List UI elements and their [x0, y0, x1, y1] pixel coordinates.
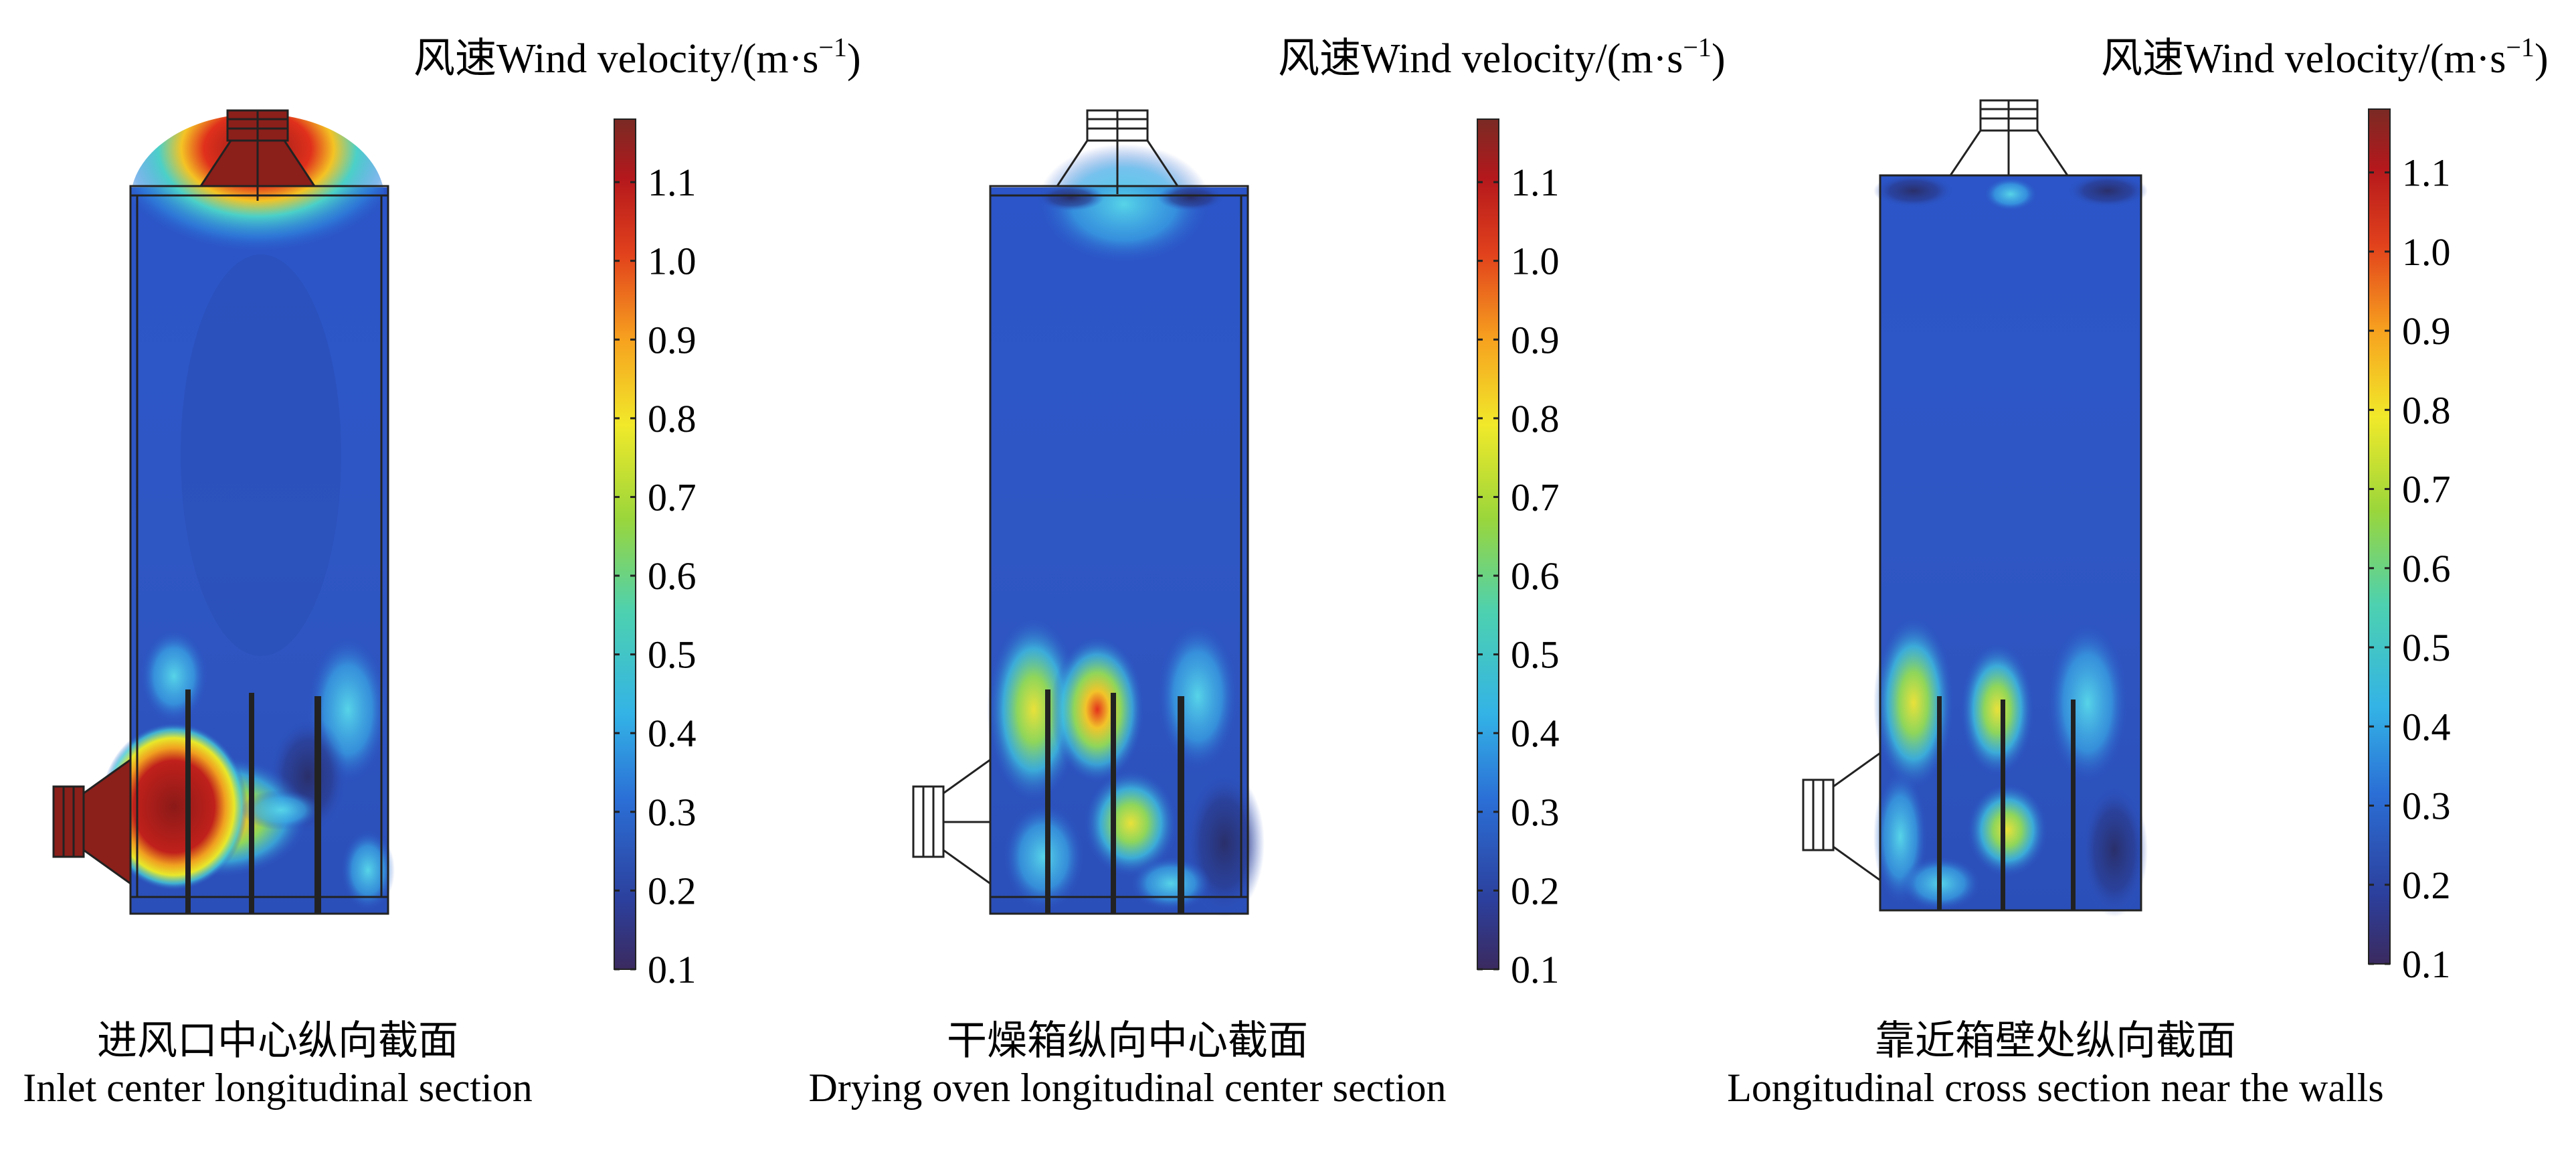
colorbar-2-tick-label: 1.0: [1511, 240, 1560, 283]
colorbar-1-gradient: [614, 118, 636, 970]
colorbar-3-gradient: [2368, 108, 2391, 965]
side-inlet-2: [912, 758, 992, 886]
colorbar-1-tick-label: 0.3: [648, 791, 697, 834]
colorbar-3-tick-label: 0.2: [2402, 863, 2451, 907]
colorbar-1-tick-label: 1.1: [648, 161, 697, 204]
colorbar-1-title: 风速Wind velocity/(m·s−1): [413, 32, 861, 82]
colorbar-1-tick-label: 0.9: [648, 318, 697, 361]
panel-3: 1.1 1.0 0.9 0.8 0.7 0.6 0.5 0.4 0.3 0.2 0.1 风速Wind…: [1727, 32, 2548, 1110]
panel-1: 1.1 1.0 0.9 0.8 0.7 0.6 0.5 0.4 0.3 0.2 0.1 风速Wind…: [23, 32, 860, 1110]
colorbar-3-tick-label: 1.1: [2402, 151, 2451, 195]
caption-3-cn: 靠近箱壁处纵向截面: [1875, 1019, 2236, 1063]
top-inlet-3: [1948, 99, 2069, 177]
velocity-field-2: [987, 144, 1265, 917]
caption-2-en: Drying oven longitudinal center section: [808, 1066, 1446, 1110]
caption-1-en: Inlet center longitudinal section: [23, 1066, 532, 1110]
colorbar-3: 1.1 1.0 0.9 0.8 0.7 0.6 0.5 0.4 0.3 0.2 0.1 风速Wind…: [2101, 32, 2549, 986]
colorbar-1-tick-label: 0.6: [648, 554, 697, 598]
colorbar-3-tick-label: 0.9: [2402, 309, 2451, 353]
colorbar-1: 1.1 1.0 0.9 0.8 0.7 0.6 0.5 0.4 0.3 0.2 0.1 风速Wind…: [413, 32, 861, 991]
colorbar-2-tick-label: 0.6: [1511, 554, 1560, 598]
colorbar-3-tick-label: 0.7: [2402, 468, 2451, 511]
colorbar-3-tick-label: 0.8: [2402, 388, 2451, 432]
caption-3-en: Longitudinal cross section near the wall…: [1727, 1066, 2383, 1110]
baffles-3: [1937, 696, 2076, 910]
colorbar-1-tick-label: 1.0: [648, 240, 697, 283]
colorbar-3-tick-label: 0.5: [2402, 626, 2451, 669]
colorbar-2-tick-label: 0.5: [1511, 633, 1560, 677]
colorbar-2-tick-label: 0.1: [1511, 948, 1560, 991]
colorbar-2-tick-label: 0.4: [1511, 712, 1560, 755]
colorbar-2: 1.1 1.0 0.9 0.8 0.7 0.6 0.5 0.4 0.3 0.2 0.1 风速Wind…: [1278, 32, 1726, 991]
colorbar-3-tick-label: 0.6: [2402, 547, 2451, 590]
colorbar-3-tick-label: 0.4: [2402, 705, 2451, 748]
colorbar-2-gradient: [1477, 118, 1499, 970]
colorbar-2-tick-label: 0.9: [1511, 318, 1560, 361]
colorbar-1-tick-label: 0.8: [648, 397, 697, 440]
colorbar-3-tick-label: 0.1: [2402, 942, 2451, 986]
colorbar-2-tick-label: 1.1: [1511, 161, 1560, 204]
colorbar-3-tick-label: 0.3: [2402, 785, 2451, 828]
baffles-1: [185, 689, 321, 914]
baffles-2: [1045, 689, 1184, 914]
colorbar-2-tick-label: 0.2: [1511, 869, 1560, 912]
side-inlet-3: [1802, 751, 1881, 882]
colorbar-2-title: 风速Wind velocity/(m·s−1): [1278, 32, 1726, 82]
colorbar-3-title: 风速Wind velocity/(m·s−1): [2101, 32, 2549, 82]
top-inlet-2: [1055, 109, 1180, 194]
velocity-field-3: [1873, 174, 2148, 917]
colorbar-1-tick-label: 0.1: [648, 948, 697, 991]
colorbar-1-tick-label: 0.2: [648, 869, 697, 912]
colorbar-2-tick-label: 0.3: [1511, 791, 1560, 834]
panel-2: 1.1 1.0 0.9 0.8 0.7 0.6 0.5 0.4 0.3 0.2 0.1 风速Wind…: [808, 32, 1725, 1110]
colorbar-1-tick-label: 0.7: [648, 475, 697, 519]
caption-1-cn: 进风口中心纵向截面: [97, 1019, 458, 1063]
velocity-field-1: [100, 114, 395, 914]
colorbar-2-tick-label: 0.8: [1511, 397, 1560, 440]
colorbar-1-tick-label: 0.5: [648, 633, 697, 677]
colorbar-1-tick-label: 0.4: [648, 712, 697, 755]
colorbar-2-tick-label: 0.7: [1511, 475, 1560, 519]
top-inlet-1: [199, 109, 316, 201]
side-inlet-1: [52, 758, 132, 886]
caption-2-cn: 干燥箱纵向中心截面: [947, 1019, 1308, 1063]
colorbar-3-tick-label: 1.0: [2402, 230, 2451, 274]
